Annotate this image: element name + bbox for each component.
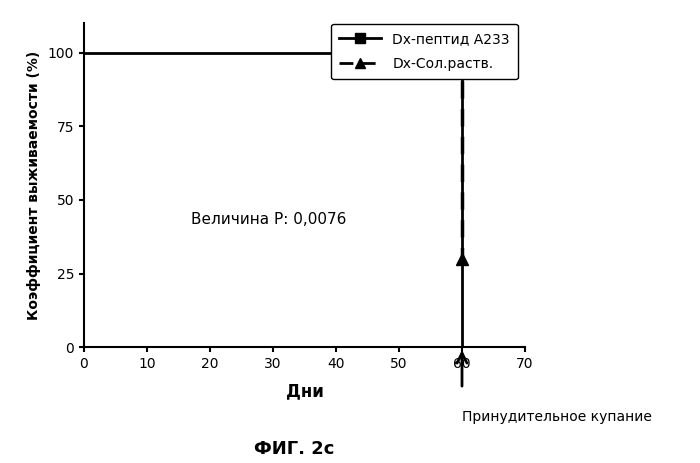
Text: ФИГ. 2с: ФИГ. 2с [254, 440, 334, 458]
X-axis label: Дни: Дни [286, 382, 323, 400]
Y-axis label: Коэффициент выживаемости (%): Коэффициент выживаемости (%) [27, 50, 41, 320]
Legend: Dx-пептид А233, Dx-Сол.раств.: Dx-пептид А233, Dx-Сол.раств. [331, 24, 518, 79]
Text: Величина Р: 0,0076: Величина Р: 0,0076 [191, 212, 346, 226]
Text: Принудительное купание: Принудительное купание [462, 410, 652, 424]
